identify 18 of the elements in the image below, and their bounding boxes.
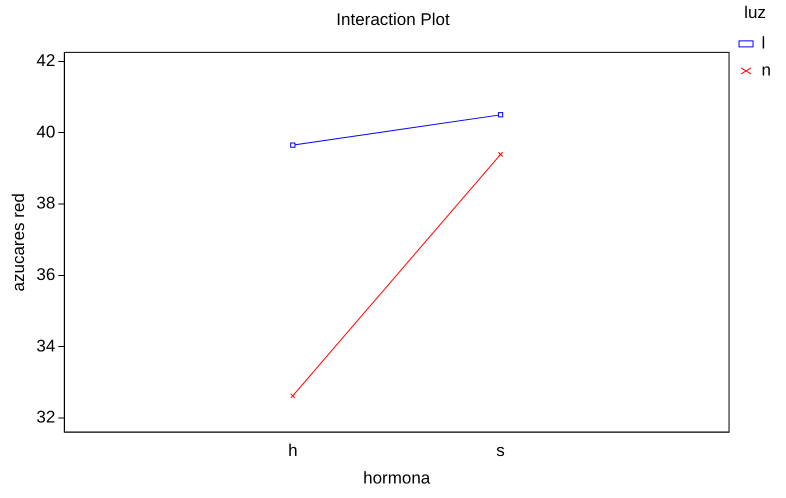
y-tick-label: 38 xyxy=(36,194,56,213)
point xyxy=(498,112,504,118)
point xyxy=(290,393,296,398)
y-tick-label: 36 xyxy=(36,264,56,284)
chart-title: Interaction Plot xyxy=(336,10,450,29)
y-tick-label: 42 xyxy=(36,51,56,70)
point xyxy=(498,152,504,158)
y-tick-label: 34 xyxy=(36,336,56,356)
y-axis-title: azucares red xyxy=(8,193,28,292)
legend-label: n xyxy=(762,60,772,80)
y-tick-label: 32 xyxy=(36,408,56,427)
legend-title: luz xyxy=(744,3,766,22)
point xyxy=(290,142,296,148)
x-axis-title: hormona xyxy=(363,468,431,488)
x-tick-label: s xyxy=(496,441,505,460)
legend-label: l xyxy=(762,34,766,53)
x-tick-label: h xyxy=(288,441,298,460)
y-tick-label: 40 xyxy=(36,122,56,142)
